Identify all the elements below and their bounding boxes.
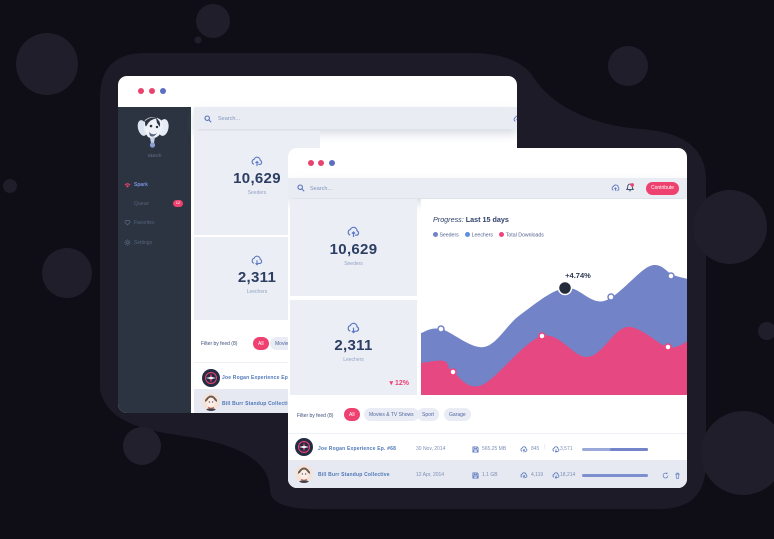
svg-text:+4.74%: +4.74% bbox=[565, 271, 591, 280]
